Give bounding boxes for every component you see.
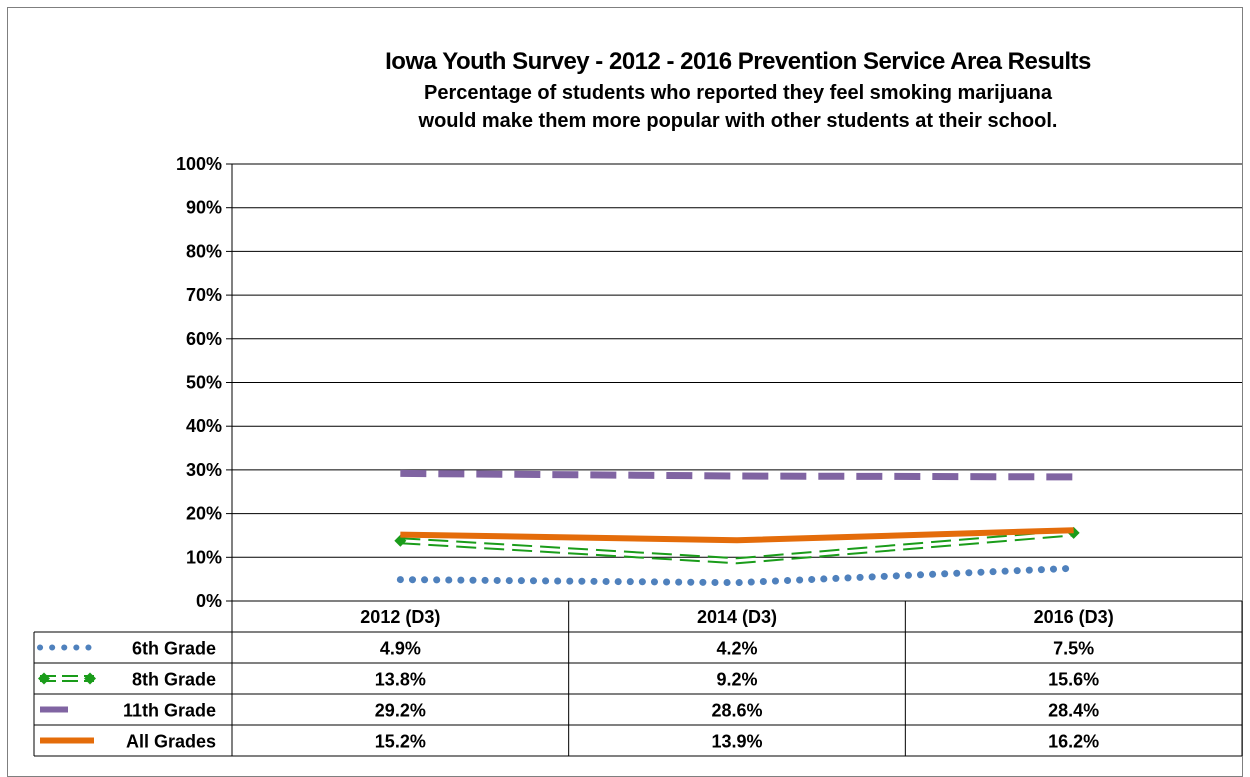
y-tick-label: 20%	[186, 504, 222, 524]
data-label: 16.2%	[1048, 732, 1099, 752]
chart-subtitle-line-1: Percentage of students who reported they…	[424, 82, 1052, 104]
legend-label: All Grades	[126, 732, 216, 752]
data-label: 9.2%	[716, 670, 757, 690]
data-label: 15.2%	[375, 732, 426, 752]
data-label: 28.6%	[711, 701, 762, 721]
chart-subtitle-line-2: would make them more popular with other …	[418, 110, 1058, 132]
data-label: 15.6%	[1048, 670, 1099, 690]
data-label: 29.2%	[375, 701, 426, 721]
y-tick-label: 90%	[186, 198, 222, 218]
series-line	[396, 564, 1078, 587]
legend-label: 8th Grade	[132, 670, 216, 690]
legend-label: 6th Grade	[132, 639, 216, 659]
series-line	[400, 469, 1074, 481]
series-line	[400, 534, 1074, 565]
series-marker	[38, 672, 50, 685]
x-category-label: 2012 (D3)	[360, 607, 440, 627]
series-6th-grade	[396, 564, 1078, 587]
data-label: 13.9%	[711, 732, 762, 752]
data-label: 4.9%	[380, 639, 421, 659]
series-marker	[84, 672, 96, 685]
data-label: 13.8%	[375, 670, 426, 690]
y-tick-label: 40%	[186, 416, 222, 436]
x-category-label: 2016 (D3)	[1034, 607, 1114, 627]
y-tick-label: 100%	[176, 154, 222, 174]
series-marker	[394, 534, 407, 547]
legend-label: 11th Grade	[123, 701, 216, 721]
y-tick-label: 0%	[196, 591, 222, 611]
x-category-label: 2014 (D3)	[697, 607, 777, 627]
data-label: 7.5%	[1053, 639, 1094, 659]
series-line	[400, 529, 1074, 560]
chart-frame	[7, 7, 1243, 777]
y-tick-label: 10%	[186, 547, 222, 567]
data-label: 28.4%	[1048, 701, 1099, 721]
series-all-grades	[400, 527, 1074, 544]
y-tick-label: 80%	[186, 241, 222, 261]
y-tick-label: 30%	[186, 460, 222, 480]
series-11th-grade	[400, 469, 1074, 481]
chart-title: Iowa Youth Survey - 2012 - 2016 Preventi…	[385, 48, 1091, 75]
y-tick-label: 70%	[186, 285, 222, 305]
series-8th-grade	[394, 526, 1080, 565]
series-line	[400, 527, 1074, 544]
y-tick-label: 60%	[186, 329, 222, 349]
y-tick-label: 50%	[186, 373, 222, 393]
data-label: 4.2%	[716, 639, 757, 659]
